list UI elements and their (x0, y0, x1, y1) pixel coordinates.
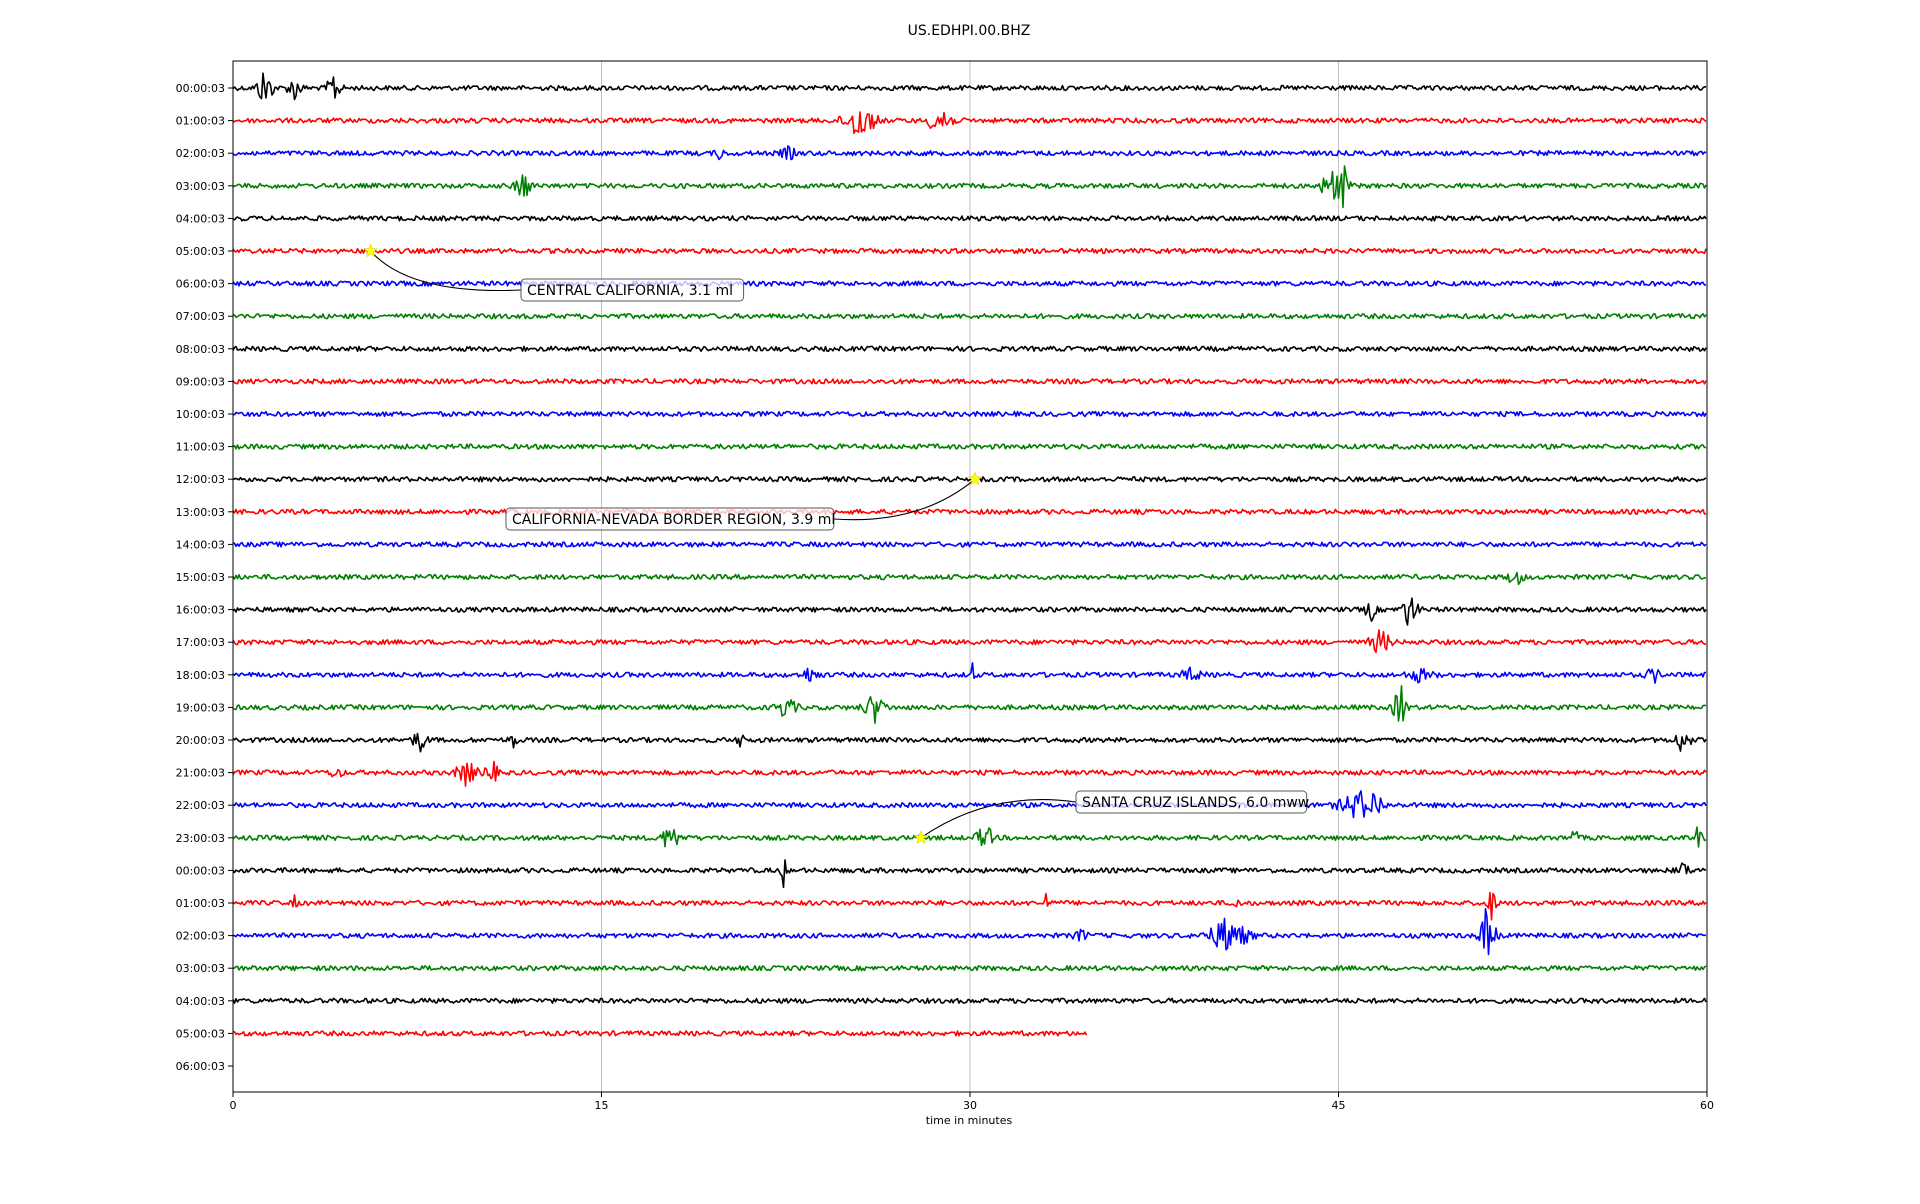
row-label-1: 01:00:03 (176, 115, 225, 128)
trace-7 (232, 313, 1707, 320)
trace-4 (232, 215, 1707, 222)
trace-6 (232, 280, 1707, 287)
x-tick-label-3: 45 (1332, 1099, 1346, 1112)
trace-29 (232, 1030, 1088, 1037)
x-tick-label-2: 30 (963, 1099, 977, 1112)
row-label-12: 12:00:03 (176, 473, 225, 486)
row-label-28: 04:00:03 (176, 995, 225, 1008)
row-label-19: 19:00:03 (176, 701, 225, 714)
trace-24 (232, 859, 1707, 889)
row-label-24: 00:00:03 (176, 864, 225, 877)
annotation-box-0 (520, 278, 745, 302)
trace-3 (232, 165, 1707, 209)
trace-8 (232, 345, 1707, 352)
trace-1 (232, 111, 1707, 135)
x-tick-label-4: 60 (1700, 1099, 1714, 1112)
row-label-20: 20:00:03 (176, 734, 225, 747)
row-label-16: 16:00:03 (176, 604, 225, 617)
trace-25 (232, 891, 1707, 921)
trace-5 (232, 247, 1707, 255)
row-label-29: 05:00:03 (176, 1027, 225, 1040)
x-axis-ticks: 0 15 30 45 60 (230, 1092, 1714, 1112)
annotation-box-2 (1075, 790, 1308, 814)
trace-14 (232, 541, 1707, 548)
trace-13 (232, 508, 1707, 515)
annotation-connector-2 (920, 799, 1077, 839)
row-label-26: 02:00:03 (176, 930, 225, 943)
row-label-3: 03:00:03 (176, 180, 225, 193)
trace-23 (232, 826, 1707, 848)
row-label-4: 04:00:03 (176, 212, 225, 225)
row-label-11: 11:00:03 (176, 441, 225, 454)
event-star-2 (913, 830, 929, 845)
trace-0 (232, 72, 1707, 101)
row-label-13: 13:00:03 (176, 506, 225, 519)
row-label-23: 23:00:03 (176, 832, 225, 845)
trace-21 (232, 760, 1707, 787)
row-label-10: 10:00:03 (176, 408, 225, 421)
row-label-21: 21:00:03 (176, 767, 225, 780)
trace-11 (232, 443, 1707, 450)
row-label-0: 00:00:03 (176, 82, 225, 95)
trace-20 (232, 732, 1707, 753)
annotation-label-2: SANTA CRUZ ISLANDS, 6.0 mww (1082, 795, 1309, 811)
trace-26 (232, 908, 1707, 956)
annotations: CENTRAL CALIFORNIA, 3.1 ml CALIFORNIA-NEV… (363, 243, 1309, 845)
x-tick-label-1: 15 (595, 1099, 609, 1112)
row-label-27: 03:00:03 (176, 962, 225, 975)
trace-19 (232, 685, 1707, 724)
chart-title: US.EDHPI.00.BHZ (908, 23, 1031, 39)
row-label-6: 06:00:03 (176, 278, 225, 291)
x-tick-label-0: 0 (230, 1099, 237, 1112)
row-label-15: 15:00:03 (176, 571, 225, 584)
annotation-connector-1 (833, 478, 976, 521)
x-axis-label: time in minutes (926, 1114, 1013, 1127)
trace-2 (232, 145, 1707, 161)
row-label-17: 17:00:03 (176, 636, 225, 649)
row-labels: 00:00:03 01:00:03 02:00:03 03:00:03 04:00:03… (176, 82, 233, 1073)
annotation-connector-0 (370, 250, 522, 292)
trace-27 (232, 965, 1707, 972)
trace-12 (232, 476, 1707, 483)
trace-layer (232, 72, 1707, 1037)
row-label-2: 02:00:03 (176, 147, 225, 160)
trace-22 (232, 790, 1707, 819)
event-star-1 (967, 471, 983, 486)
annotation-box-1 (505, 507, 835, 531)
trace-10 (232, 410, 1707, 418)
annotation-label-0: CENTRAL CALIFORNIA, 3.1 ml (527, 283, 733, 299)
row-label-30: 06:00:03 (176, 1060, 225, 1073)
row-label-18: 18:00:03 (176, 669, 225, 682)
trace-28 (232, 997, 1707, 1004)
row-label-7: 07:00:03 (176, 310, 225, 323)
trace-18 (232, 662, 1706, 684)
event-star-0 (363, 243, 378, 258)
annotation-label-1: CALIFORNIA-NEVADA BORDER REGION, 3.9 ml (512, 512, 835, 528)
trace-15 (232, 571, 1707, 586)
row-label-9: 09:00:03 (176, 375, 225, 388)
row-label-5: 05:00:03 (176, 245, 225, 258)
row-label-22: 22:00:03 (176, 799, 225, 812)
row-label-25: 01:00:03 (176, 897, 225, 910)
trace-9 (232, 378, 1707, 385)
row-label-14: 14:00:03 (176, 538, 225, 551)
trace-17 (232, 629, 1707, 654)
trace-16 (232, 597, 1707, 626)
row-label-8: 08:00:03 (176, 343, 225, 356)
